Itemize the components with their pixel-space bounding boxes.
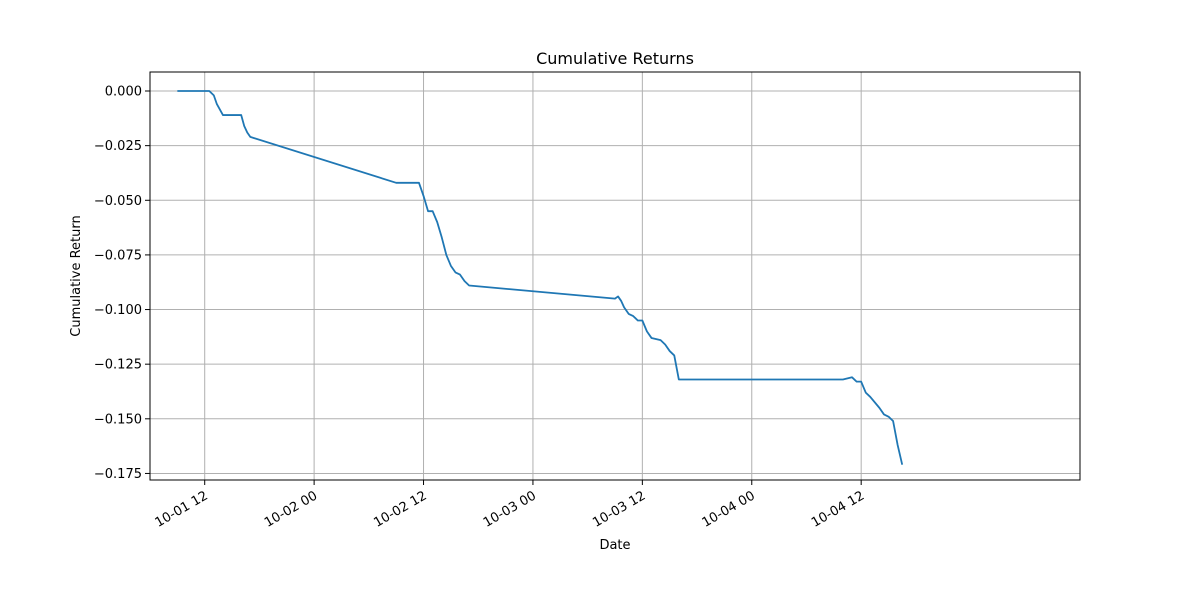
series-line-0 xyxy=(177,90,904,465)
y-tick-label: −0.075 xyxy=(94,248,142,263)
y-tick-label: 0.000 xyxy=(105,85,142,100)
y-tick-label: −0.025 xyxy=(94,139,142,154)
chart-title: Cumulative Returns xyxy=(536,49,694,68)
y-tick-label: −0.100 xyxy=(94,303,142,318)
y-axis-label: Cumulative Return xyxy=(69,215,84,336)
y-tick-label: −0.125 xyxy=(94,358,142,373)
plot-area xyxy=(177,90,904,465)
plot-frame xyxy=(149,71,1081,481)
y-axis-ticks: 0.000 −0.025 −0.050 −0.075 −0.100 −0.125 −0.15… xyxy=(94,85,150,482)
y-tick-label: −0.175 xyxy=(94,467,142,482)
grid-lines xyxy=(150,72,1080,480)
y-tick-label: −0.150 xyxy=(94,412,142,427)
y-tick-label: −0.050 xyxy=(94,194,142,209)
x-axis-label: Date xyxy=(599,538,630,553)
